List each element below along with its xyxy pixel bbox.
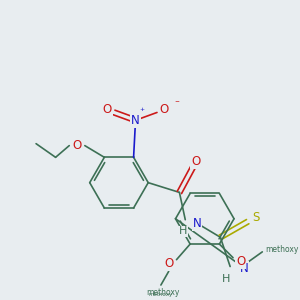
Text: H: H	[179, 226, 188, 236]
Text: $^+$: $^+$	[138, 107, 145, 116]
Text: N: N	[193, 217, 201, 230]
Text: methoxy: methoxy	[149, 292, 173, 297]
Text: O: O	[164, 257, 173, 270]
Text: O: O	[236, 255, 245, 268]
Text: methoxy: methoxy	[146, 288, 179, 297]
Text: N: N	[239, 262, 248, 275]
Text: N: N	[131, 114, 140, 127]
Text: O: O	[191, 155, 201, 168]
Text: O: O	[103, 103, 112, 116]
Text: S: S	[252, 211, 259, 224]
Text: methoxy: methoxy	[265, 245, 298, 254]
Text: $^-$: $^-$	[173, 98, 180, 107]
Text: H: H	[222, 274, 230, 284]
Text: O: O	[72, 139, 82, 152]
Text: O: O	[159, 103, 168, 116]
